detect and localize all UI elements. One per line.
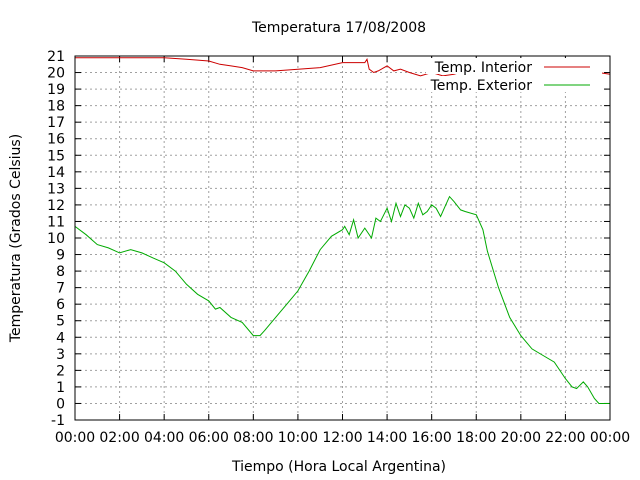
legend-label: Temp. Exterior	[430, 78, 533, 94]
x-tick-label: 12:00	[322, 430, 362, 446]
y-tick-label: 21	[47, 49, 65, 65]
y-tick-label: 14	[47, 165, 65, 181]
y-tick-label: 7	[56, 281, 65, 297]
x-tick-labels: 00:00 02:00 04:00 06:00 08:00 10:00 12:00 14:00…	[55, 430, 630, 446]
x-tick-label: 08:00	[233, 430, 273, 446]
series-line-temp-exterior	[74, 195, 610, 404]
x-tick-label: 00:00	[55, 430, 95, 446]
y-tick-label: 16	[47, 132, 65, 148]
legend: Temp. Interior Temp. Exterior	[426, 58, 602, 94]
y-tick-label: -1	[51, 413, 65, 429]
chart-title: Temperatura 17/08/2008	[251, 20, 426, 36]
y-tick-label: 1	[56, 380, 65, 396]
x-tick-label: 06:00	[189, 430, 229, 446]
y-tick-label: 3	[56, 347, 65, 363]
x-tick-label: 14:00	[367, 430, 407, 446]
x-tick-label: 20:00	[501, 430, 541, 446]
x-tick-label: 02:00	[99, 430, 139, 446]
y-tick-label: 9	[56, 248, 65, 264]
x-tick-label: 18:00	[456, 430, 496, 446]
y-tick-label: 10	[47, 231, 65, 247]
legend-entry-background	[426, 58, 602, 74]
y-tick-label: 20	[47, 66, 65, 82]
x-tick-label: 22:00	[545, 430, 585, 446]
x-axis-label: Tiempo (Hora Local Argentina)	[231, 459, 446, 475]
grid-layer	[75, 56, 610, 420]
y-tick-label: 2	[56, 363, 65, 379]
y-tick-label: 6	[56, 297, 65, 313]
y-tick-label: 8	[56, 264, 65, 280]
y-tick-label: 15	[47, 148, 65, 164]
x-tick-label: 04:00	[144, 430, 184, 446]
y-tick-label: 4	[56, 330, 65, 346]
plot-frame	[74, 55, 611, 421]
y-tick-label: 18	[47, 99, 65, 115]
x-tick-label: 00:00	[590, 430, 630, 446]
legend-entry-background	[426, 76, 602, 92]
y-tick-label: 19	[47, 82, 65, 98]
y-tick-label: 5	[56, 314, 65, 330]
legend-label: Temp. Interior	[434, 60, 533, 76]
y-tick-label: 13	[47, 181, 65, 197]
y-tick-label: 17	[47, 115, 65, 131]
y-tick-label: 11	[47, 214, 65, 230]
y-axis-label: Temperatura (Grados Celsius)	[8, 134, 24, 343]
x-tick-label: 10:00	[278, 430, 318, 446]
y-tick-label: 0	[56, 396, 65, 412]
y-tick-label: 12	[47, 198, 65, 214]
x-tick-label: 16:00	[411, 430, 451, 446]
